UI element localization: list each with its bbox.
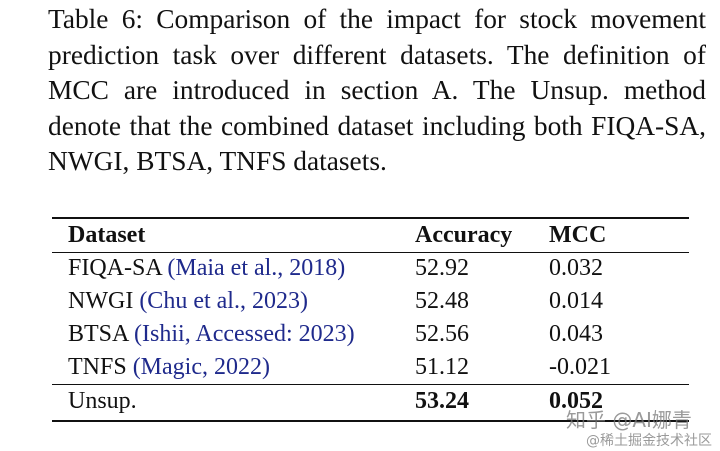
- watermark: 知乎 @AI娜青: [566, 408, 692, 432]
- top-rule: [52, 217, 689, 219]
- citation: (Ishii, Accessed: 2023): [134, 321, 355, 347]
- dataset-name: FIQA-SA: [68, 255, 162, 281]
- header-cell: MCC: [549, 222, 607, 248]
- citation: (Magic, 2022): [132, 354, 270, 380]
- dataset-cell: Unsup.: [68, 388, 137, 414]
- accuracy-cell: 51.12: [415, 354, 469, 380]
- header-cell: Accuracy: [415, 222, 513, 248]
- citation: (Maia et al., 2018): [167, 255, 346, 281]
- accuracy-cell: 52.92: [415, 255, 469, 281]
- bottom-rule: [52, 420, 689, 422]
- dataset-name: BTSA: [68, 321, 129, 347]
- dataset-name: TNFS: [68, 354, 127, 380]
- mcc-cell: -0.021: [549, 354, 611, 380]
- header-rule: [52, 252, 689, 253]
- mcc-cell: 0.014: [549, 288, 603, 314]
- citation: (Chu et al., 2023): [139, 288, 308, 314]
- table-caption: Table 6: Comparison of the impact for st…: [48, 4, 706, 176]
- dataset-cell: TNFS (Magic, 2022): [68, 353, 270, 381]
- summary-rule: [52, 384, 689, 385]
- mcc-cell: 0.052: [549, 388, 603, 414]
- header-cell: Dataset: [68, 222, 146, 248]
- watermark: @稀土掘金技术社区: [586, 433, 712, 449]
- dataset-name: NWGI: [68, 288, 134, 314]
- dataset-cell: FIQA-SA (Maia et al., 2018): [68, 254, 345, 282]
- accuracy-cell: 52.48: [415, 288, 469, 314]
- dataset-cell: BTSA (Ishii, Accessed: 2023): [68, 320, 355, 348]
- dataset-cell: NWGI (Chu et al., 2023): [68, 287, 308, 315]
- accuracy-cell: 52.56: [415, 321, 469, 347]
- mcc-cell: 0.032: [549, 255, 603, 281]
- mcc-cell: 0.043: [549, 321, 603, 347]
- accuracy-cell: 53.24: [415, 388, 469, 414]
